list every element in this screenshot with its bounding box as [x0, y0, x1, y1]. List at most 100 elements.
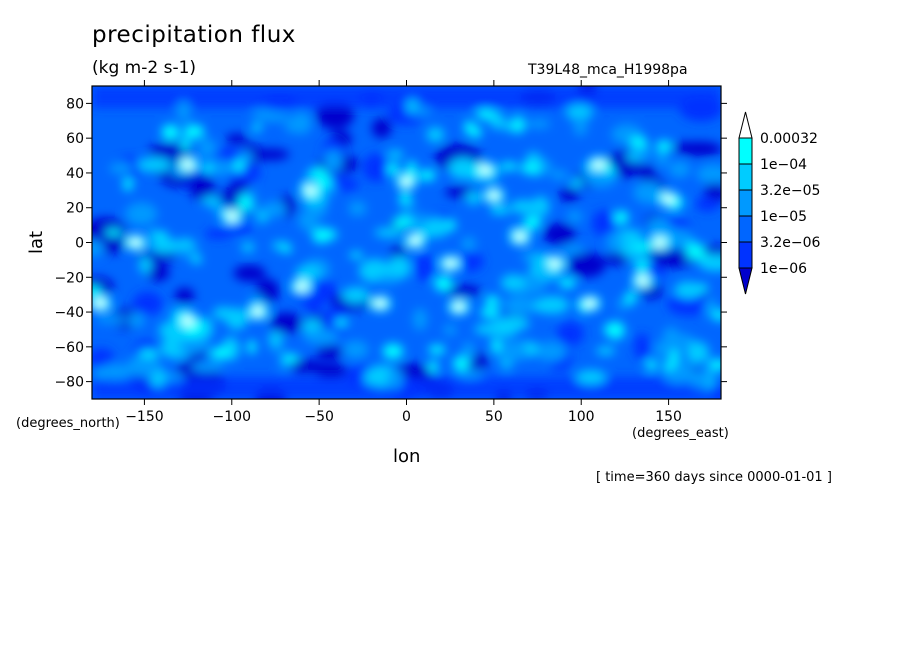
chart-title: precipitation flux [92, 22, 296, 48]
high-precip-blob [629, 137, 648, 148]
high-precip-blob [334, 319, 349, 326]
high-precip-blob [190, 256, 203, 264]
mid-precip-blob [426, 127, 445, 143]
hotspot-core [296, 281, 307, 290]
colorbar: 0.00032 1e−04 3.2e−05 1e−05 3.2e−06 1e−06 [738, 111, 821, 295]
high-precip-blob [349, 252, 363, 259]
mid-precip-blob [625, 153, 640, 162]
hotspot-core [445, 259, 456, 268]
colorbar-label: 3.2e−05 [760, 183, 820, 199]
high-precip-blob [92, 285, 102, 296]
mid-precip-blob [526, 119, 551, 129]
high-precip-blob [699, 283, 708, 291]
hotspot-core [593, 160, 604, 169]
high-precip-blob [147, 231, 169, 238]
high-precip-blob [512, 119, 525, 133]
colorbar-bottom-arrow [738, 267, 753, 295]
high-precip-blob [418, 169, 436, 181]
low-precip-blob [132, 291, 163, 316]
high-precip-blob [645, 359, 658, 371]
hotspot-core [183, 316, 194, 325]
high-precip-blob [670, 349, 680, 364]
mid-precip-blob [667, 228, 694, 250]
hotspot-core [663, 195, 674, 204]
mid-precip-blob [494, 316, 530, 331]
mid-precip-blob [363, 370, 377, 386]
high-precip-blob [490, 206, 510, 214]
high-precip-blob [139, 350, 159, 357]
mid-precip-blob [212, 306, 235, 320]
x-tick-label: 100 [568, 409, 595, 425]
mid-precip-blob [655, 151, 669, 167]
low-precip-blob [174, 287, 195, 305]
hotspot-core [488, 191, 499, 200]
high-precip-blob [428, 345, 446, 355]
mid-precip-blob [443, 324, 457, 336]
high-precip-blob [570, 180, 582, 187]
y-tick-label: 20 [66, 201, 84, 217]
mid-precip-blob [267, 331, 284, 345]
y-axis: 80 60 40 20 0 −20 −40 −60 −80 [54, 96, 727, 391]
hotspot-core [584, 299, 595, 308]
x-tick-label: 0 [402, 409, 411, 425]
mid-precip-blob [197, 138, 217, 158]
high-precip-blob [312, 228, 331, 243]
mid-precip-blob [323, 149, 343, 172]
field-texture [92, 86, 721, 399]
colorbar-label: 1e−05 [760, 209, 807, 225]
high-precip-blob [233, 159, 245, 172]
hotspot-core [453, 302, 464, 311]
mid-precip-blob [137, 157, 172, 173]
low-precip-blob [651, 248, 696, 268]
mid-precip-blob [560, 244, 586, 255]
run-name: T39L48_mca_H1998pa [528, 62, 688, 78]
high-precip-blob [251, 124, 262, 132]
high-precip-blob [713, 310, 721, 321]
mid-precip-blob [466, 191, 481, 205]
mid-precip-blob [190, 362, 224, 373]
high-precip-blob [203, 162, 212, 173]
hotspot-core [95, 299, 106, 308]
high-precip-blob [237, 195, 252, 211]
high-precip-blob [464, 120, 475, 135]
mid-precip-blob [575, 369, 607, 385]
high-precip-blob [123, 178, 133, 191]
low-precip-blob [666, 292, 712, 316]
mid-precip-blob [696, 164, 721, 184]
mid-precip-blob [97, 363, 134, 380]
y-tick-label: −60 [54, 340, 84, 356]
chart-units: (kg m-2 s-1) [92, 58, 197, 78]
mid-precip-blob [500, 274, 526, 292]
colorbar-top-arrow [738, 111, 753, 139]
mid-precip-blob [290, 111, 312, 135]
mid-precip-blob [261, 201, 287, 218]
y-tick-label: 0 [75, 236, 84, 252]
mid-precip-blob [376, 274, 399, 285]
x-tick-label: −100 [213, 409, 251, 425]
high-precip-blob [656, 140, 672, 152]
high-precip-blob [392, 216, 415, 228]
mid-precip-blob [685, 341, 710, 364]
y-tick-label: −20 [54, 270, 84, 286]
mid-precip-blob [567, 210, 583, 223]
low-precip-blob [371, 118, 392, 138]
high-precip-blob [280, 246, 293, 253]
mid-precip-blob [386, 149, 404, 160]
mid-precip-blob [295, 265, 321, 279]
high-precip-blob [434, 275, 453, 292]
high-precip-blob [428, 360, 439, 373]
mid-precip-blob [536, 341, 567, 362]
x-tick-label: 150 [655, 409, 682, 425]
mid-precip-blob [633, 181, 663, 204]
low-precip-blob [189, 175, 216, 202]
high-precip-blob [398, 192, 411, 203]
mid-precip-blob [303, 328, 340, 345]
hotspot-core [305, 186, 316, 195]
mid-precip-blob [175, 238, 195, 250]
mid-precip-blob [94, 315, 129, 324]
mid-precip-blob [176, 100, 191, 122]
hotspot-core [252, 308, 263, 317]
high-precip-blob [382, 343, 404, 360]
high-precip-blob [480, 307, 500, 317]
high-precip-blob [613, 210, 629, 225]
